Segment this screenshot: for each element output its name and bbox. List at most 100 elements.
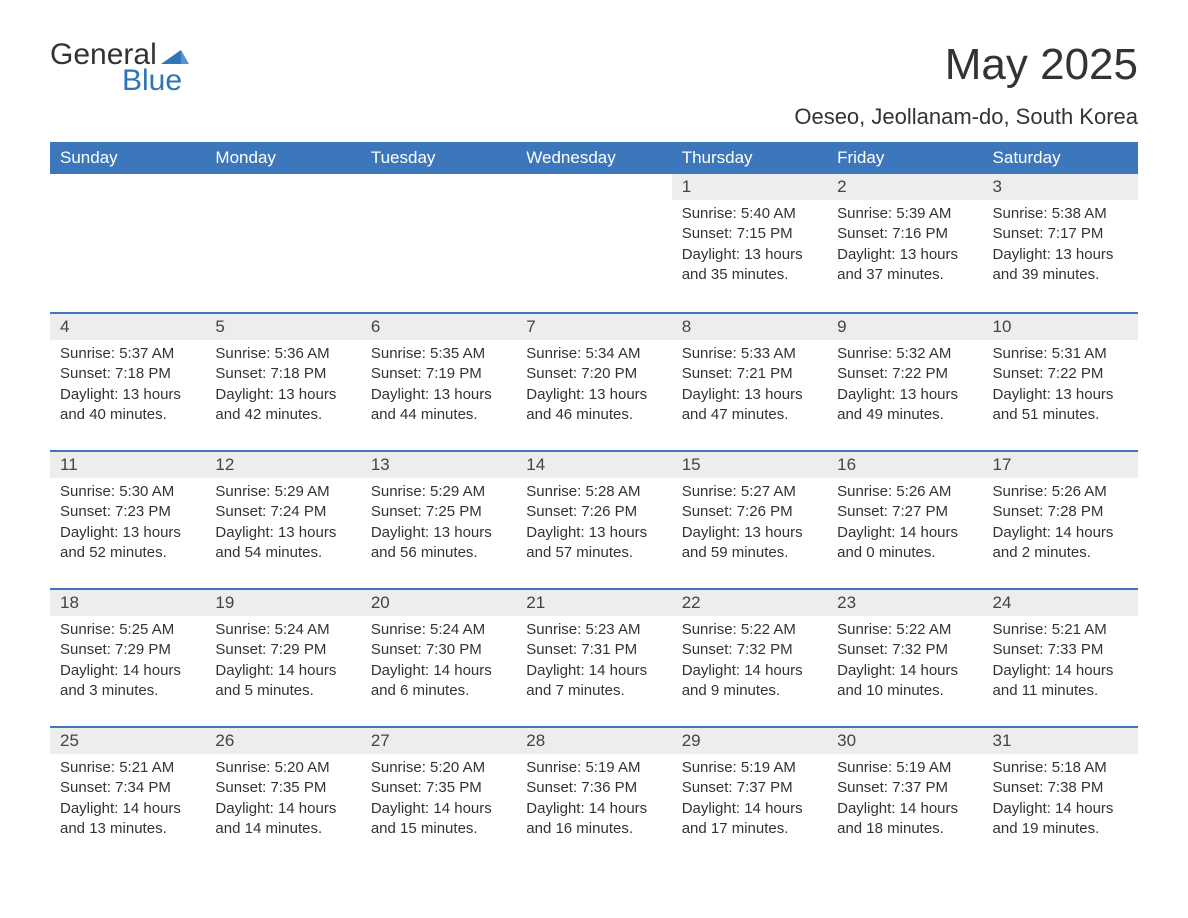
- calendar-cell: 25Sunrise: 5:21 AMSunset: 7:34 PMDayligh…: [50, 726, 205, 864]
- sunrise-text: Sunrise: 5:30 AM: [60, 482, 195, 502]
- daylight-text: Daylight: 13 hours and 42 minutes.: [215, 385, 350, 426]
- sunrise-text: Sunrise: 5:19 AM: [526, 758, 661, 778]
- calendar-cell: 17Sunrise: 5:26 AMSunset: 7:28 PMDayligh…: [983, 450, 1138, 588]
- calendar-cell: 12Sunrise: 5:29 AMSunset: 7:24 PMDayligh…: [205, 450, 360, 588]
- day-body: Sunrise: 5:20 AMSunset: 7:35 PMDaylight:…: [205, 754, 360, 847]
- location-subtitle: Oeseo, Jeollanam-do, South Korea: [50, 104, 1138, 130]
- day-number: 23: [827, 588, 982, 616]
- day-number: 19: [205, 588, 360, 616]
- daylight-text: Daylight: 14 hours and 5 minutes.: [215, 661, 350, 702]
- day-body: Sunrise: 5:19 AMSunset: 7:37 PMDaylight:…: [827, 754, 982, 847]
- calendar-cell: 27Sunrise: 5:20 AMSunset: 7:35 PMDayligh…: [361, 726, 516, 864]
- sunrise-text: Sunrise: 5:37 AM: [60, 344, 195, 364]
- calendar-head: SundayMondayTuesdayWednesdayThursdayFrid…: [50, 142, 1138, 174]
- sunset-text: Sunset: 7:22 PM: [837, 364, 972, 384]
- day-header: Thursday: [672, 142, 827, 174]
- sunrise-text: Sunrise: 5:35 AM: [371, 344, 506, 364]
- calendar-cell: 6Sunrise: 5:35 AMSunset: 7:19 PMDaylight…: [361, 312, 516, 450]
- day-header: Friday: [827, 142, 982, 174]
- calendar-cell: 8Sunrise: 5:33 AMSunset: 7:21 PMDaylight…: [672, 312, 827, 450]
- sunset-text: Sunset: 7:19 PM: [371, 364, 506, 384]
- sunrise-text: Sunrise: 5:26 AM: [993, 482, 1128, 502]
- sunrise-text: Sunrise: 5:18 AM: [993, 758, 1128, 778]
- sunrise-text: Sunrise: 5:20 AM: [215, 758, 350, 778]
- sunset-text: Sunset: 7:20 PM: [526, 364, 661, 384]
- daylight-text: Daylight: 14 hours and 13 minutes.: [60, 799, 195, 840]
- calendar-cell: 26Sunrise: 5:20 AMSunset: 7:35 PMDayligh…: [205, 726, 360, 864]
- sunrise-text: Sunrise: 5:29 AM: [371, 482, 506, 502]
- day-body: Sunrise: 5:19 AMSunset: 7:37 PMDaylight:…: [672, 754, 827, 847]
- sunset-text: Sunset: 7:17 PM: [993, 224, 1128, 244]
- daylight-text: Daylight: 14 hours and 7 minutes.: [526, 661, 661, 702]
- day-body: Sunrise: 5:34 AMSunset: 7:20 PMDaylight:…: [516, 340, 671, 433]
- day-number: 5: [205, 312, 360, 340]
- daylight-text: Daylight: 14 hours and 3 minutes.: [60, 661, 195, 702]
- sunset-text: Sunset: 7:18 PM: [215, 364, 350, 384]
- calendar-cell: 15Sunrise: 5:27 AMSunset: 7:26 PMDayligh…: [672, 450, 827, 588]
- day-number: 21: [516, 588, 671, 616]
- daylight-text: Daylight: 14 hours and 17 minutes.: [682, 799, 817, 840]
- daylight-text: Daylight: 13 hours and 40 minutes.: [60, 385, 195, 426]
- daylight-text: Daylight: 14 hours and 2 minutes.: [993, 523, 1128, 564]
- day-number: 9: [827, 312, 982, 340]
- sunrise-text: Sunrise: 5:20 AM: [371, 758, 506, 778]
- sunrise-text: Sunrise: 5:31 AM: [993, 344, 1128, 364]
- daylight-text: Daylight: 13 hours and 51 minutes.: [993, 385, 1128, 426]
- daylight-text: Daylight: 13 hours and 59 minutes.: [682, 523, 817, 564]
- sunrise-text: Sunrise: 5:38 AM: [993, 204, 1128, 224]
- day-number: 29: [672, 726, 827, 754]
- sunrise-text: Sunrise: 5:19 AM: [837, 758, 972, 778]
- day-body: Sunrise: 5:22 AMSunset: 7:32 PMDaylight:…: [672, 616, 827, 709]
- day-number: 26: [205, 726, 360, 754]
- day-number: 8: [672, 312, 827, 340]
- calendar-cell: 24Sunrise: 5:21 AMSunset: 7:33 PMDayligh…: [983, 588, 1138, 726]
- day-body: Sunrise: 5:35 AMSunset: 7:19 PMDaylight:…: [361, 340, 516, 433]
- day-number: 31: [983, 726, 1138, 754]
- day-number: 16: [827, 450, 982, 478]
- calendar-cell: 13Sunrise: 5:29 AMSunset: 7:25 PMDayligh…: [361, 450, 516, 588]
- sunset-text: Sunset: 7:29 PM: [60, 640, 195, 660]
- calendar-cell: 5Sunrise: 5:36 AMSunset: 7:18 PMDaylight…: [205, 312, 360, 450]
- calendar-cell: 14Sunrise: 5:28 AMSunset: 7:26 PMDayligh…: [516, 450, 671, 588]
- day-body: Sunrise: 5:26 AMSunset: 7:27 PMDaylight:…: [827, 478, 982, 571]
- sunrise-text: Sunrise: 5:34 AM: [526, 344, 661, 364]
- day-body: Sunrise: 5:19 AMSunset: 7:36 PMDaylight:…: [516, 754, 671, 847]
- daylight-text: Daylight: 14 hours and 9 minutes.: [682, 661, 817, 702]
- sunset-text: Sunset: 7:29 PM: [215, 640, 350, 660]
- sunrise-text: Sunrise: 5:40 AM: [682, 204, 817, 224]
- calendar-week: 18Sunrise: 5:25 AMSunset: 7:29 PMDayligh…: [50, 588, 1138, 726]
- calendar-cell: 20Sunrise: 5:24 AMSunset: 7:30 PMDayligh…: [361, 588, 516, 726]
- day-number: 11: [50, 450, 205, 478]
- sunset-text: Sunset: 7:31 PM: [526, 640, 661, 660]
- day-number: 25: [50, 726, 205, 754]
- calendar-cell: 2Sunrise: 5:39 AMSunset: 7:16 PMDaylight…: [827, 174, 982, 312]
- calendar-cell: 7Sunrise: 5:34 AMSunset: 7:20 PMDaylight…: [516, 312, 671, 450]
- day-body: Sunrise: 5:33 AMSunset: 7:21 PMDaylight:…: [672, 340, 827, 433]
- day-number: 15: [672, 450, 827, 478]
- day-header: Monday: [205, 142, 360, 174]
- daylight-text: Daylight: 13 hours and 39 minutes.: [993, 245, 1128, 286]
- day-body: Sunrise: 5:37 AMSunset: 7:18 PMDaylight:…: [50, 340, 205, 433]
- day-body: Sunrise: 5:24 AMSunset: 7:29 PMDaylight:…: [205, 616, 360, 709]
- calendar-cell: 16Sunrise: 5:26 AMSunset: 7:27 PMDayligh…: [827, 450, 982, 588]
- daylight-text: Daylight: 13 hours and 57 minutes.: [526, 523, 661, 564]
- day-number: 4: [50, 312, 205, 340]
- day-body: Sunrise: 5:29 AMSunset: 7:25 PMDaylight:…: [361, 478, 516, 571]
- sunrise-text: Sunrise: 5:19 AM: [682, 758, 817, 778]
- calendar-week: 25Sunrise: 5:21 AMSunset: 7:34 PMDayligh…: [50, 726, 1138, 864]
- day-body: Sunrise: 5:25 AMSunset: 7:29 PMDaylight:…: [50, 616, 205, 709]
- day-body: Sunrise: 5:40 AMSunset: 7:15 PMDaylight:…: [672, 200, 827, 293]
- day-number: 13: [361, 450, 516, 478]
- day-body: Sunrise: 5:29 AMSunset: 7:24 PMDaylight:…: [205, 478, 360, 571]
- sunset-text: Sunset: 7:37 PM: [837, 778, 972, 798]
- daylight-text: Daylight: 14 hours and 19 minutes.: [993, 799, 1128, 840]
- day-number: 7: [516, 312, 671, 340]
- day-body: Sunrise: 5:21 AMSunset: 7:34 PMDaylight:…: [50, 754, 205, 847]
- day-number: 18: [50, 588, 205, 616]
- sunset-text: Sunset: 7:32 PM: [837, 640, 972, 660]
- logo: General Blue: [50, 40, 189, 96]
- daylight-text: Daylight: 14 hours and 16 minutes.: [526, 799, 661, 840]
- sunset-text: Sunset: 7:34 PM: [60, 778, 195, 798]
- page-title: May 2025: [945, 40, 1138, 90]
- daylight-text: Daylight: 13 hours and 54 minutes.: [215, 523, 350, 564]
